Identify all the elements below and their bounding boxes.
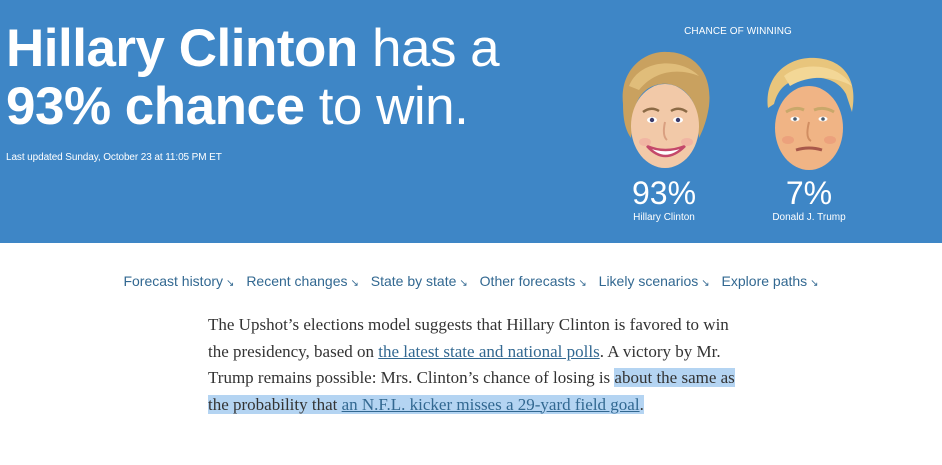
headline-end: to win.	[304, 77, 469, 136]
forecast-banner: Hillary Clinton has a 93% chance to win.…	[0, 0, 942, 243]
last-updated-timestamp: Last updated Sunday, October 23 at 11:05…	[6, 152, 222, 163]
nav-recent-changes[interactable]: Recent changes ↘	[246, 273, 359, 289]
nav-likely-scenarios[interactable]: Likely scenarios ↘	[599, 273, 710, 289]
nav-label: Forecast history	[123, 273, 224, 289]
candidate-trump: 7% Donald J. Trump	[754, 46, 864, 223]
nav-other-forecasts[interactable]: Other forecasts ↘	[480, 273, 587, 289]
arrow-down-right-icon: ↘	[226, 278, 235, 289]
latest-polls-link[interactable]: the latest state and national polls	[378, 341, 600, 361]
page-headline: Hillary Clinton has a 93% chance to win.	[6, 20, 566, 136]
article-paragraph: The Upshot’s elections model suggests th…	[208, 312, 748, 418]
clinton-percent: 93%	[631, 175, 697, 211]
headline-chance: 93% chance	[6, 77, 305, 136]
headline-candidate-name: Hillary Clinton	[6, 19, 358, 78]
clinton-face-icon	[622, 51, 710, 168]
paragraph-period: .	[639, 394, 644, 414]
nav-label: Likely scenarios	[598, 273, 699, 289]
nav-label: Other forecasts	[479, 273, 576, 289]
paragraph-text-1: The Upshot’s elections model suggests th…	[208, 315, 729, 361]
arrow-down-right-icon: ↘	[701, 278, 710, 289]
clinton-name: Hillary Clinton	[633, 212, 695, 223]
candidate-clinton: 93% Hillary Clinton	[609, 46, 719, 223]
trump-face-icon	[767, 57, 854, 170]
arrow-down-right-icon: ↘	[350, 278, 359, 289]
trump-name: Donald J. Trump	[772, 212, 846, 223]
nav-state-by-state[interactable]: State by state ↘	[371, 273, 468, 289]
nav-explore-paths[interactable]: Explore paths ↘	[722, 273, 819, 289]
paragraph-text-3: about the same as the probability that	[208, 368, 735, 414]
arrow-down-right-icon: ↘	[578, 278, 587, 289]
paragraph-text-2: . A victory by Mr. Trump remains possibl…	[208, 341, 721, 388]
headline-mid: has a	[357, 19, 500, 78]
nav-forecast-history[interactable]: Forecast history ↘	[123, 273, 234, 289]
nav-label: Recent changes	[246, 273, 348, 289]
arrow-down-right-icon: ↘	[810, 278, 819, 289]
nav-label: State by state	[370, 273, 457, 289]
trump-percent: 7%	[785, 175, 833, 211]
arrow-down-right-icon: ↘	[459, 278, 468, 289]
section-nav: Forecast history ↘ Recent changes ↘ State …	[0, 273, 942, 289]
nfl-kicker-link[interactable]: an N.F.L. kicker misses a 29-yard field …	[341, 394, 640, 414]
nav-label: Explore paths	[721, 273, 808, 289]
chance-of-winning-label: Chance of winning	[684, 26, 792, 37]
